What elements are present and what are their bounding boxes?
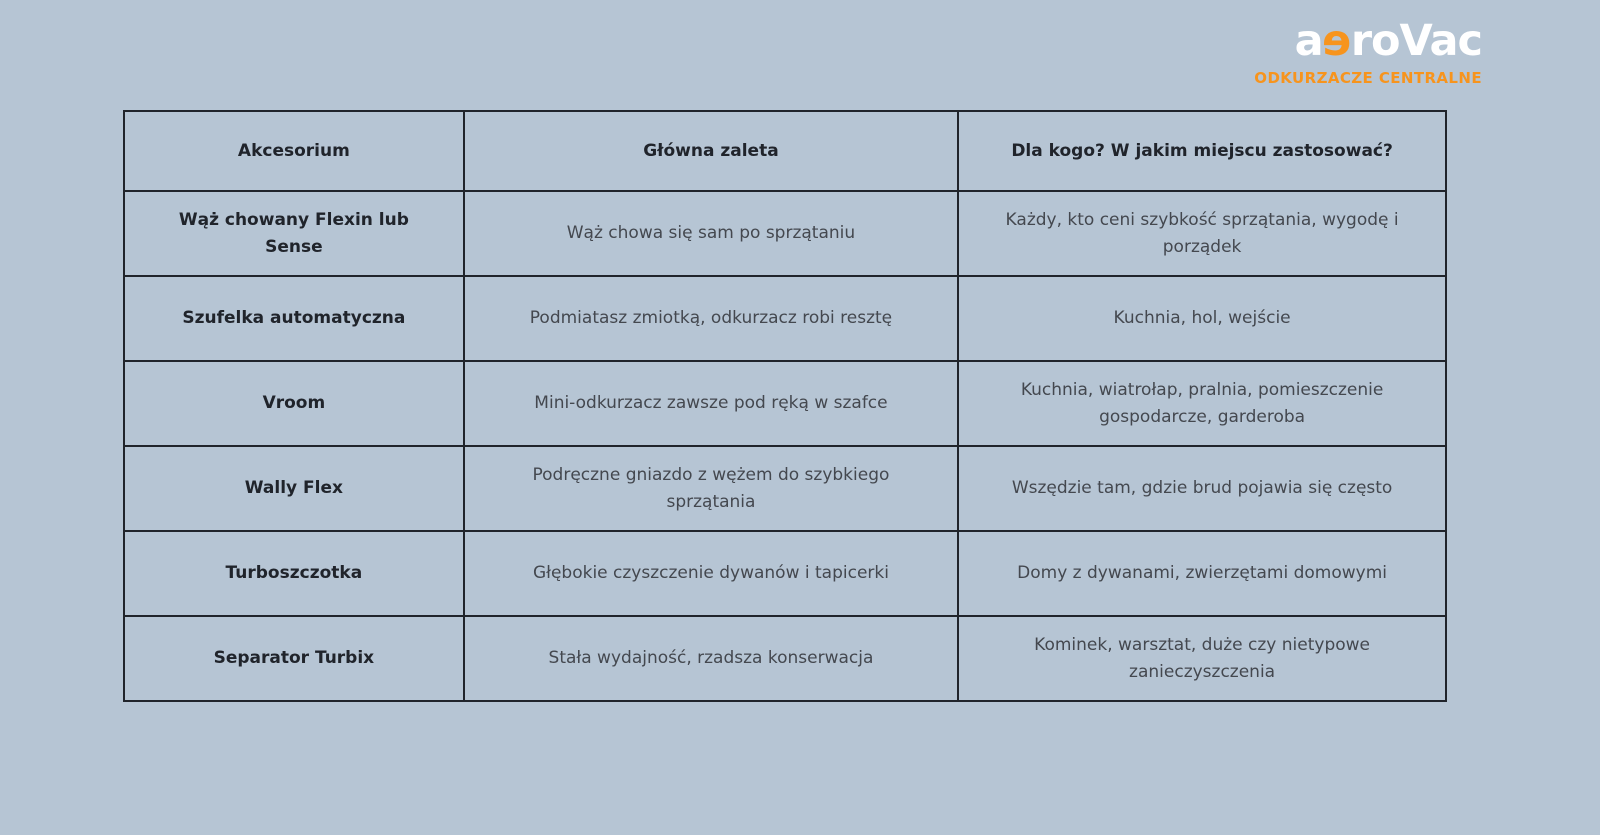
cell-advantage: Podmiatasz zmiotką, odkurzacz robi reszt… xyxy=(462,275,960,362)
cell-advantage: Głębokie czyszczenie dywanów i tapicerki xyxy=(462,530,960,617)
cell-for-whom: Kominek, warsztat, duże czy nietypowe za… xyxy=(957,615,1447,702)
table-row: Separator Turbix Stała wydajność, rzadsz… xyxy=(123,615,1447,702)
brand-wordmark-rovac: roVac xyxy=(1350,16,1483,66)
cell-accessory: Vroom xyxy=(123,360,465,447)
cell-for-whom: Każdy, kto ceni szybkość sprzątania, wyg… xyxy=(957,190,1447,277)
header-for-whom: Dla kogo? W jakim miejscu zastosować? xyxy=(957,110,1447,192)
brand-logo: aeroVac ODKURZACZE CENTRALNE xyxy=(1254,16,1483,87)
table-row: Wally Flex Podręczne gniazdo z wężem do … xyxy=(123,445,1447,532)
table-row: Szufelka automatyczna Podmiatasz zmiotką… xyxy=(123,275,1447,362)
header-accessory: Akcesorium xyxy=(123,110,465,192)
brand-wordmark-reversed-e: e xyxy=(1322,16,1351,66)
table-row: Turboszczotka Głębokie czyszczenie dywan… xyxy=(123,530,1447,617)
table-row: Vroom Mini-odkurzacz zawsze pod ręką w s… xyxy=(123,360,1447,447)
cell-for-whom: Wszędzie tam, gdzie brud pojawia się czę… xyxy=(957,445,1447,532)
cell-accessory: Szufelka automatyczna xyxy=(123,275,465,362)
table-header-row: Akcesorium Główna zaleta Dla kogo? W jak… xyxy=(123,110,1447,192)
cell-accessory: Turboszczotka xyxy=(123,530,465,617)
cell-for-whom: Kuchnia, wiatrołap, pralnia, pomieszczen… xyxy=(957,360,1447,447)
brand-wordmark: aeroVac xyxy=(1254,16,1483,66)
accessories-table-container: Akcesorium Główna zaleta Dla kogo? W jak… xyxy=(123,110,1447,702)
cell-accessory: Separator Turbix xyxy=(123,615,465,702)
cell-advantage: Podręczne gniazdo z wężem do szybkiego s… xyxy=(462,445,960,532)
cell-advantage: Mini-odkurzacz zawsze pod ręką w szafce xyxy=(462,360,960,447)
accessories-table: Akcesorium Główna zaleta Dla kogo? W jak… xyxy=(123,110,1447,702)
cell-for-whom: Kuchnia, hol, wejście xyxy=(957,275,1447,362)
cell-accessory: Wąż chowany Flexin lub Sense xyxy=(123,190,465,277)
cell-advantage: Wąż chowa się sam po sprzątaniu xyxy=(462,190,960,277)
cell-advantage: Stała wydajność, rzadsza konserwacja xyxy=(462,615,960,702)
brand-tagline: ODKURZACZE CENTRALNE xyxy=(1254,69,1482,87)
table-row: Wąż chowany Flexin lub Sense Wąż chowa s… xyxy=(123,190,1447,277)
brand-wordmark-a: a xyxy=(1294,16,1324,66)
header-advantage: Główna zaleta xyxy=(462,110,960,192)
cell-accessory: Wally Flex xyxy=(123,445,465,532)
cell-for-whom: Domy z dywanami, zwierzętami domowymi xyxy=(957,530,1447,617)
